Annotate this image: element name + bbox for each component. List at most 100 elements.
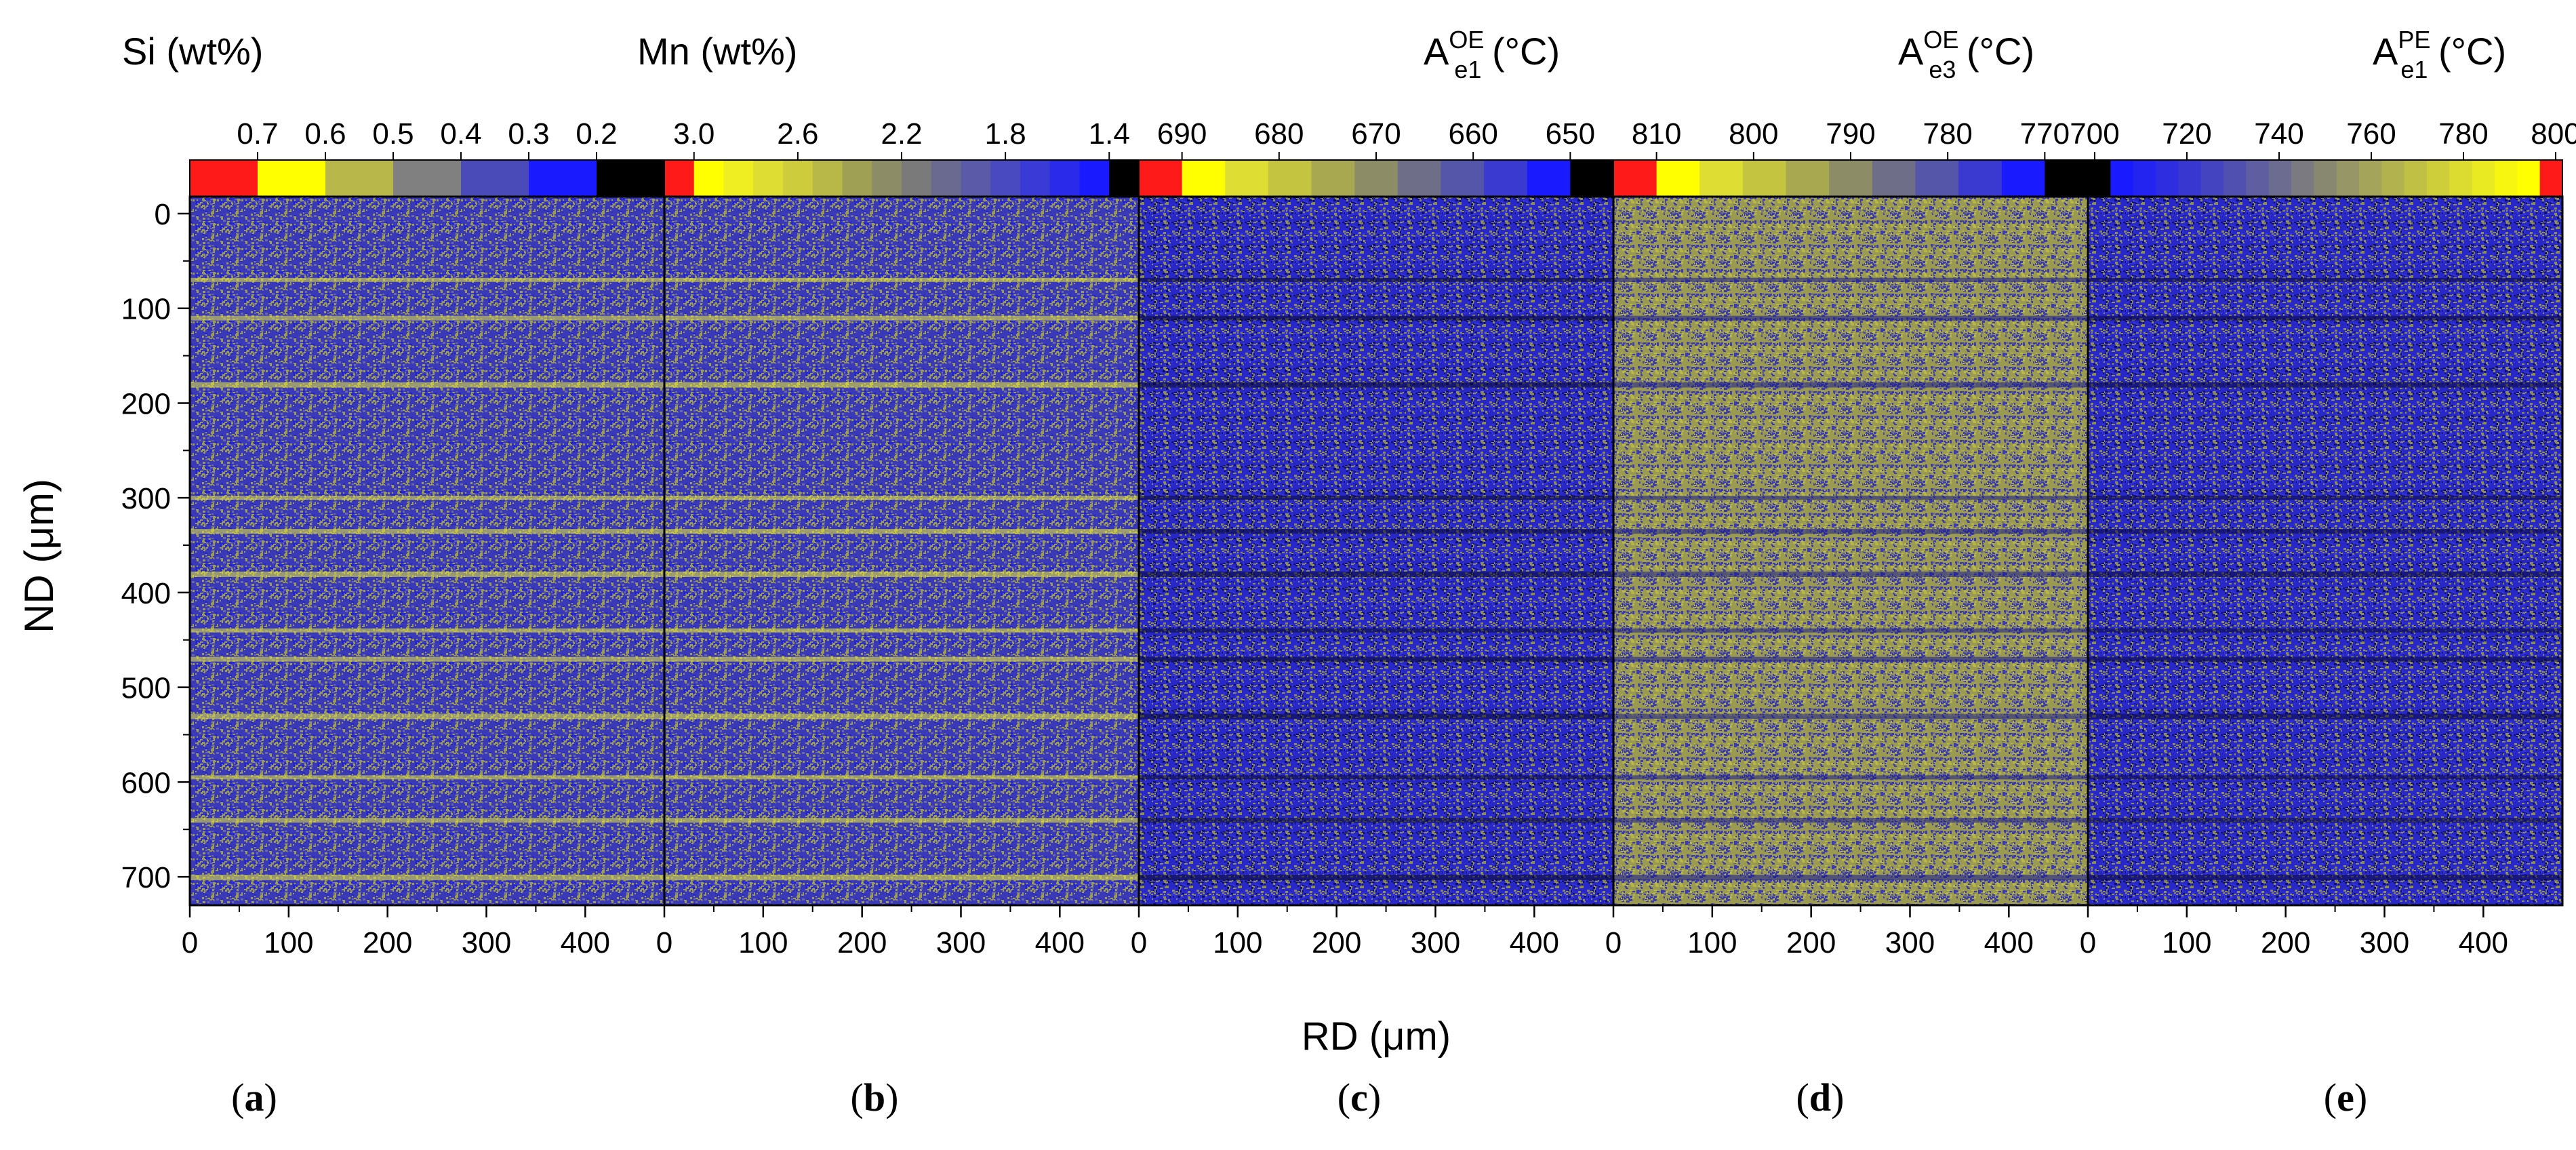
heatmap-panel-a [190,197,664,905]
colorbar-tick-label-b-4: 1.4 [1089,117,1130,151]
colorbar-segment-e-1 [2110,160,2134,197]
y-tick-label-0: 0 [155,198,171,231]
segregation-band-d-6 [1613,628,2088,633]
colorbar-tick-label-d-4: 770 [2020,117,2070,151]
colorbar-segment-c-6 [1397,160,1441,197]
segregation-band-e-5 [2088,571,2562,577]
colorbar-tick-label-a-3: 0.4 [440,117,481,151]
segregation-band-b-10 [664,818,1139,823]
colorbar-segment-e-5 [2200,160,2224,197]
colorbar-tick-label-a-1: 0.6 [304,117,346,151]
colorbar-segment-a-6 [597,160,665,197]
colorbar-tick-label-d-1: 800 [1729,117,1778,151]
colorbar-tick-label-a-4: 0.3 [508,117,549,151]
y-tick-label-5: 500 [121,672,171,705]
colorbar-segment-e-4 [2178,160,2202,197]
heatmap-panel-b [664,197,1139,905]
colorbar-segment-e-3 [2156,160,2179,197]
colorbar-segment-e-12 [2359,160,2382,197]
colorbar-segment-a-3 [393,160,462,197]
colorbar-segment-b-13 [1049,160,1080,197]
panel-caption-c: (c) [1337,1075,1382,1119]
segregation-band-c-8 [1139,713,1613,719]
colorbar-tick-label-c-1: 680 [1254,117,1304,151]
segregation-band-d-8 [1613,713,2088,719]
segregation-band-b-2 [664,382,1139,388]
segregation-band-a-0 [190,277,664,282]
colorbar-segment-b-2 [723,160,754,197]
segregation-band-c-3 [1139,496,1613,500]
colorbar-segment-d-5 [1829,160,1873,197]
colorbar-segment-c-4 [1311,160,1355,197]
x-tick-label-d-1: 100 [1687,926,1737,959]
segregation-band-e-7 [2088,656,2562,662]
segregation-band-a-3 [190,496,664,500]
x-tick-label-e-4: 400 [2459,926,2508,959]
colorbar-segment-d-2 [1699,160,1744,197]
colorbar-tick-label-b-3: 1.8 [985,117,1026,151]
colorbar-tick-label-e-3: 760 [2346,117,2396,151]
colorbar-segment-b-3 [753,160,784,197]
colorbar-segment-b-4 [783,160,813,197]
segregation-band-b-8 [664,713,1139,719]
x-tick-label-c-2: 200 [1312,926,1361,959]
colorbar-segment-d-10 [2045,160,2089,197]
x-tick-label-d-2: 200 [1786,926,1836,959]
x-tick-label-d-4: 400 [1984,926,2034,959]
colorbar-segment-b-15 [1109,160,1140,197]
colorbar-tick-label-e-0: 700 [2070,117,2119,151]
colorbar-title-e: APE e1 (°C) [2373,26,2506,83]
colorbar-segment-e-19 [2517,160,2541,197]
heatmap-background-a [190,197,664,905]
segregation-band-a-6 [190,628,664,633]
colorbar-segment-e-0 [2088,160,2111,197]
x-tick-label-d-0: 0 [1605,926,1622,959]
colorbar-segment-b-0 [664,160,695,197]
segregation-band-d-1 [1613,315,2088,321]
colorbar-tick-label-a-2: 0.5 [372,117,414,151]
colorbar-segment-d-4 [1786,160,1830,197]
x-tick-label-b-3: 300 [936,926,986,959]
panel-caption-b: (b) [850,1075,899,1119]
colorbar-segment-c-8 [1484,160,1528,197]
colorbar-segment-d-1 [1656,160,1700,197]
colorbar-segment-e-11 [2336,160,2360,197]
segregation-band-d-0 [1613,277,2088,282]
heatmap-background-d [1613,197,2088,905]
y-tick-label-2: 200 [121,387,171,420]
colorbar-segment-b-7 [872,160,902,197]
heatmap-background-e [2088,197,2562,905]
colorbar-segment-e-16 [2449,160,2473,197]
colorbar-segment-e-9 [2291,160,2314,197]
x-axis-label: RD (μm) [1302,1014,1451,1058]
colorbar-tick-label-e-5: 800 [2531,117,2576,151]
segregation-band-b-7 [664,656,1139,662]
segregation-band-e-10 [2088,818,2562,823]
segregation-band-c-11 [1139,875,1613,881]
colorbar-tick-label-e-2: 740 [2254,117,2303,151]
colorbar-segment-e-15 [2427,160,2450,197]
colorbar-title-d: AOE e3 (°C) [1898,26,2034,83]
colorbar-segment-b-1 [693,160,724,197]
colorbar-segment-d-7 [1915,160,1959,197]
segregation-band-b-0 [664,277,1139,282]
x-tick-label-a-4: 400 [561,926,610,959]
segregation-band-e-11 [2088,875,2562,881]
segregation-band-e-9 [2088,775,2562,780]
heatmap-panel-c [1139,197,1613,905]
segregation-band-b-11 [664,875,1139,881]
segregation-band-a-5 [190,571,664,577]
colorbar-segment-d-8 [1958,160,2003,197]
segregation-band-e-2 [2088,382,2562,388]
x-tick-label-c-0: 0 [1131,926,1147,959]
colorbar-segment-b-6 [842,160,872,197]
segregation-band-a-9 [190,775,664,780]
x-tick-label-b-2: 200 [837,926,887,959]
segregation-band-a-7 [190,656,664,662]
segregation-band-d-11 [1613,875,2088,881]
colorbar-segment-c-5 [1354,160,1398,197]
colorbar-segment-e-13 [2381,160,2405,197]
segregation-band-b-4 [664,529,1139,534]
segregation-band-c-1 [1139,315,1613,321]
colorbar-segment-a-5 [529,160,597,197]
